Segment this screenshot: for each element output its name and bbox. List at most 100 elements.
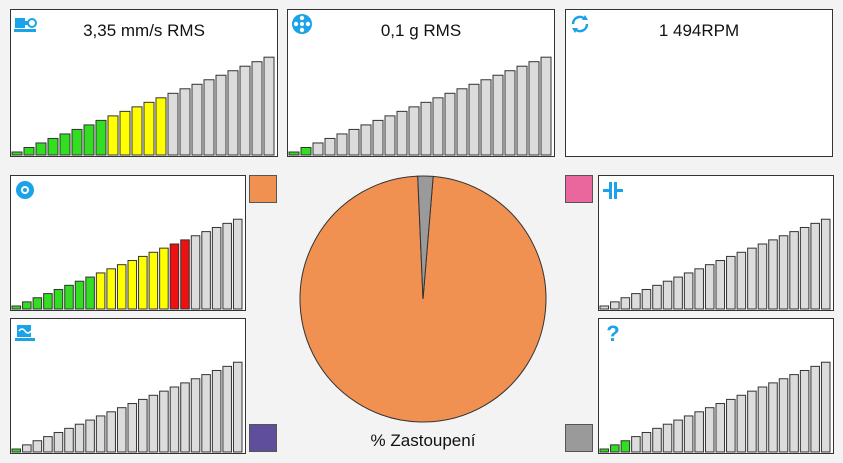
- level-bar: [300, 146, 312, 156]
- level-bar: [11, 305, 22, 310]
- level-bar: [201, 231, 211, 310]
- coupling-bar-graph: [599, 218, 831, 310]
- level-bar: [159, 247, 169, 310]
- level-bar: [11, 151, 23, 156]
- speed-panel: 1 494RPM: [565, 9, 833, 157]
- level-bar: [143, 101, 155, 156]
- acceleration-panel: 0,1 g RMS: [287, 9, 555, 157]
- level-bar: [620, 297, 631, 310]
- level-bar: [131, 106, 143, 156]
- level-bar: [799, 369, 810, 453]
- level-bar: [348, 128, 360, 156]
- level-bar: [191, 83, 203, 156]
- level-bar: [768, 382, 778, 453]
- svg-text:?: ?: [606, 321, 619, 345]
- bearing-panel: [10, 175, 246, 311]
- velocity-panel: 3,35 mm/s RMS: [10, 9, 278, 157]
- level-bar: [799, 226, 810, 310]
- level-bar: [95, 415, 106, 453]
- level-bar: [384, 115, 396, 156]
- acceleration-bar-graph: [288, 56, 552, 156]
- cavitation-icon: [15, 325, 35, 341]
- level-bar: [704, 264, 715, 310]
- level-bar: [116, 407, 127, 453]
- level-bar: [179, 88, 191, 156]
- level-bar: [107, 115, 119, 156]
- level-bar: [95, 272, 106, 310]
- bearing-bar-graph: [11, 218, 243, 310]
- level-bar: [631, 293, 641, 310]
- level-bar: [53, 288, 64, 310]
- unknown-panel: ?: [598, 318, 834, 454]
- level-bar: [232, 361, 243, 453]
- level-bar: [810, 222, 820, 310]
- level-bar: [148, 394, 159, 453]
- unknown-bar-graph: [599, 361, 831, 453]
- level-bar: [288, 151, 300, 156]
- level-bar: [336, 133, 348, 156]
- level-bar: [47, 137, 59, 156]
- level-bar: [396, 110, 408, 156]
- level-bar: [85, 419, 95, 453]
- level-bar: [599, 448, 610, 453]
- level-bar: [631, 436, 641, 453]
- level-bar: [662, 423, 673, 453]
- level-bar: [778, 235, 789, 310]
- level-bar: [610, 444, 620, 453]
- level-bar: [444, 92, 456, 156]
- level-bar: [324, 137, 336, 156]
- level-bar: [683, 415, 694, 453]
- cavitation-panel: [10, 318, 246, 454]
- level-bar: [620, 440, 631, 453]
- level-bar: [169, 243, 180, 310]
- pie-slice: [417, 175, 434, 300]
- level-bar: [85, 276, 95, 310]
- level-bar: [211, 226, 222, 310]
- level-bar: [528, 61, 540, 156]
- level-bar: [263, 56, 275, 156]
- motor-pump-icon: [14, 18, 37, 32]
- level-bar: [504, 70, 516, 156]
- bearing-icon: [292, 14, 312, 34]
- level-bar: [736, 251, 747, 310]
- level-bar: [673, 276, 683, 310]
- level-bar: [106, 268, 116, 310]
- distribution-pie-chart: [299, 175, 547, 423]
- level-bar: [155, 97, 167, 156]
- level-bar: [736, 394, 747, 453]
- level-bar: [810, 365, 820, 453]
- level-bar: [116, 264, 127, 310]
- level-bar: [35, 142, 47, 156]
- acceleration-value: 0,1 g RMS: [380, 21, 462, 40]
- level-bar: [203, 79, 215, 156]
- level-bar: [71, 128, 83, 156]
- level-bar: [222, 365, 232, 453]
- level-bar: [641, 288, 652, 310]
- level-bar: [694, 411, 704, 453]
- level-bar: [715, 260, 726, 310]
- level-bar: [757, 386, 768, 453]
- level-bar: [138, 255, 148, 310]
- velocity-bar-graph: [11, 56, 275, 156]
- level-bar: [726, 398, 736, 453]
- level-bar: [64, 427, 74, 453]
- level-bar: [32, 440, 43, 453]
- level-bar: [148, 251, 159, 310]
- level-bar: [420, 101, 432, 156]
- level-bar: [641, 431, 652, 453]
- level-bar: [201, 374, 211, 453]
- pie-slice: [299, 175, 547, 423]
- level-bar: [789, 374, 799, 453]
- level-bar: [599, 305, 610, 310]
- level-bar: [516, 65, 528, 156]
- level-bar: [222, 222, 232, 310]
- level-bar: [726, 255, 736, 310]
- level-bar: [747, 390, 757, 453]
- level-bar: [106, 411, 116, 453]
- level-bar: [180, 382, 190, 453]
- level-bar: [360, 124, 372, 156]
- cavitation-bar-graph: [11, 361, 243, 453]
- level-bar: [715, 403, 726, 453]
- level-bar: [53, 431, 64, 453]
- level-bar: [432, 97, 444, 156]
